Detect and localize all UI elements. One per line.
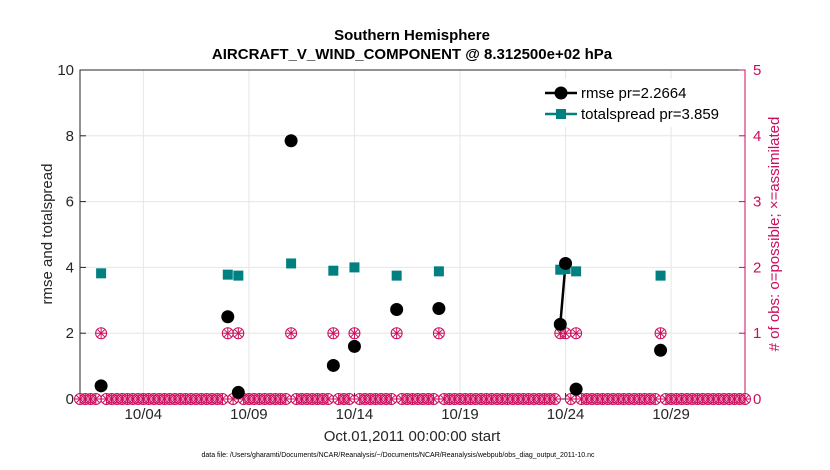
obs-assimilated-marker [428,393,440,405]
y-tick-label-right: 0 [753,391,761,408]
x-tick-label: 10/24 [547,406,585,423]
obs-assimilated-marker [285,327,297,339]
y-axis-label: rmse and totalspread [39,164,56,305]
series [94,134,668,399]
y-tick-label-right: 3 [753,194,761,211]
x-tick-label: 10/29 [652,406,690,423]
y-tick-label-right: 1 [753,325,761,342]
chart-subtitle: AIRCRAFT_V_WIND_COMPONENT @ 8.312500e+02… [212,46,613,63]
legend-spread-label: totalspread pr=3.859 [581,106,719,123]
data-file-footnote: data file: /Users/gharamti/Documents/NCA… [201,452,595,459]
rmse-point [432,302,446,316]
obs-assimilated-marker [565,393,577,405]
obs-assimilated-marker [549,393,561,405]
rmse-point [221,310,235,324]
obs-assimilated-marker [232,327,244,339]
obs-assimilated-marker [560,327,572,339]
y-tick-label: 8 [66,128,74,145]
obs-assimilated-marker [348,327,360,339]
totalspread-point [555,264,566,275]
totalspread-point [655,270,666,281]
axes: 10/04 10/09 10/14 10/19 10/24 10/29 0 2 4 6 8 10 0 1 2… [57,62,761,423]
rmse-point [347,339,361,353]
obs-count-markers [74,327,751,405]
x-axis-label: Oct.01,2011 00:00:00 start [324,428,501,445]
legend-box [540,79,740,127]
rmse-point [559,256,573,270]
y-tick-label-right: 2 [753,259,761,276]
y-tick-label: 6 [66,194,74,211]
totalspread-point [571,266,582,277]
rmse-point [553,317,567,331]
y-tick-label-right: 5 [753,62,761,79]
legend: rmse pr=2.2664 totalspread pr=3.859 [540,79,740,127]
y-tick-label: 0 [66,391,74,408]
y-tick-label: 10 [57,62,74,79]
rmse-point [94,379,108,393]
x-tick-label: 10/04 [125,406,163,423]
totalspread-point [286,258,297,269]
legend-rmse-marker [554,86,568,100]
rmse-point [326,358,340,372]
legend-rmse-label: rmse pr=2.2664 [581,85,686,102]
rmse-point [284,134,298,148]
y-tick-label-right: 4 [753,128,761,145]
rmse-point [390,303,404,317]
y-tick-label: 2 [66,325,74,342]
obs-assimilated-marker [222,327,234,339]
totalspread-point [233,270,244,281]
totalspread-point [328,265,339,276]
obs-assimilated-marker [385,393,397,405]
x-tick-label: 10/09 [230,406,268,423]
obs-assimilated-marker [280,393,292,405]
y-axis-label-right: # of obs: o=possible; ×=assimilated [766,117,783,352]
obs-assimilated-marker [327,327,339,339]
totalspread-point [96,268,107,279]
obs-assimilated-marker [433,327,445,339]
totalspread-point [391,270,402,281]
x-tick-label: 10/14 [336,406,374,423]
chart-title: Southern Hemisphere [334,27,490,44]
obs-assimilated-marker [570,327,582,339]
obs-assimilated-marker [739,393,751,405]
rmse-point [231,385,245,399]
totalspread-point [433,266,444,277]
obs-assimilated-marker [649,393,661,405]
x-tick-label: 10/19 [441,406,479,423]
obs-assimilated-marker [655,327,667,339]
obs-assimilated-marker [391,327,403,339]
rmse-point [569,382,583,396]
obs-assimilated-marker [95,327,107,339]
obs-assimilated-marker [343,393,355,405]
rmse-point [654,343,668,357]
obs-assimilated-marker [322,393,334,405]
obs-assimilated-marker [217,393,228,405]
totalspread-point [349,262,360,273]
obs-assimilated-marker [90,393,102,405]
legend-spread-marker [556,109,566,119]
totalspread-point [222,269,233,280]
y-tick-label: 4 [66,259,74,276]
